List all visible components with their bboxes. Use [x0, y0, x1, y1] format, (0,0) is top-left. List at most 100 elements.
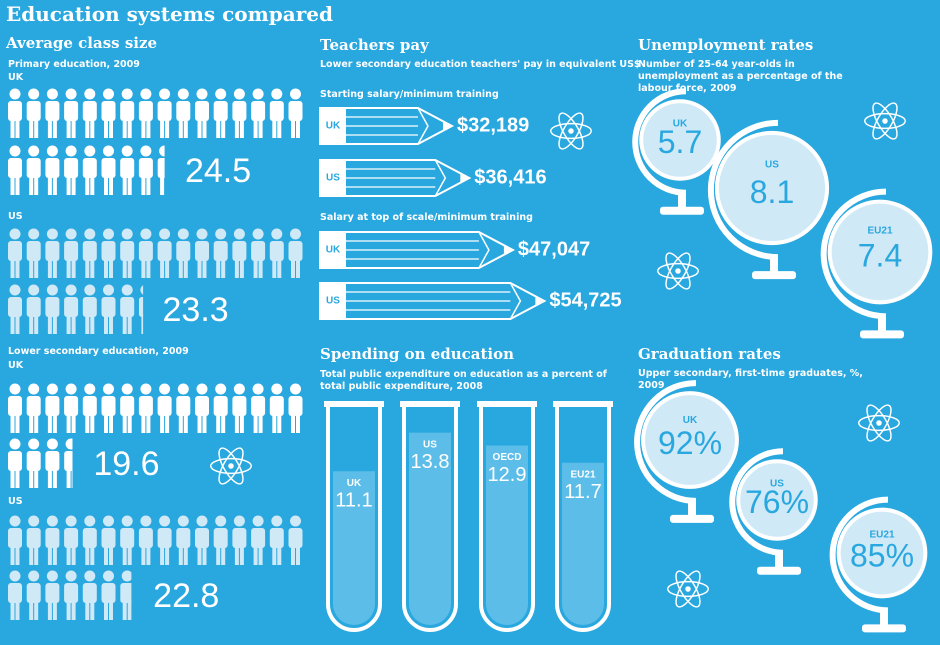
person-icon	[288, 88, 303, 138]
icon-body	[288, 396, 303, 416]
icon-head	[140, 515, 152, 527]
section-title: Spending on education	[320, 345, 515, 363]
icon-head	[196, 515, 208, 527]
icon-leg	[47, 314, 52, 334]
value-label: 24.5	[185, 152, 251, 190]
tube-outline	[402, 405, 458, 632]
icon-leg	[29, 468, 34, 488]
pencil-tip	[434, 159, 447, 197]
globe-stem	[775, 550, 783, 569]
icon-body	[213, 241, 228, 261]
icon-leg	[109, 413, 113, 433]
icon-body	[195, 101, 209, 121]
icon-leg	[127, 413, 132, 433]
tube-fill	[333, 471, 375, 625]
atom-icon	[210, 444, 252, 488]
value-label: 13.8	[411, 451, 450, 473]
value-label: 85%	[850, 538, 914, 574]
person-icon	[64, 145, 79, 195]
icon-leg	[296, 118, 300, 138]
icon-head	[159, 383, 171, 395]
row-label: UK	[326, 245, 341, 256]
item-label: EU21	[869, 529, 894, 540]
icon-leg	[160, 413, 165, 433]
icon-head	[215, 515, 227, 527]
icon-head	[28, 438, 40, 450]
icon-leg	[122, 175, 127, 195]
icon-body	[45, 583, 60, 603]
icon-body	[45, 528, 60, 548]
person-icon	[195, 515, 209, 565]
icon-leg	[141, 118, 146, 138]
person-icon	[82, 383, 97, 433]
person-icon	[8, 438, 22, 488]
icon-leg	[71, 175, 76, 195]
icon-leg	[47, 118, 52, 138]
section-title: Graduation rates	[638, 345, 781, 363]
person-icon	[251, 515, 266, 565]
pencil-lead	[535, 297, 545, 305]
item-label: US	[765, 160, 779, 171]
icon-body	[64, 528, 79, 548]
icon-head	[233, 515, 245, 527]
icon-body	[195, 396, 209, 416]
pencil-lead	[503, 246, 513, 254]
icon-head	[46, 383, 58, 395]
icon-leg	[90, 600, 95, 620]
icon-body	[269, 241, 284, 261]
icon-leg	[71, 468, 73, 488]
icon-body	[64, 297, 79, 317]
value-label: $36,416	[474, 166, 546, 188]
icon-body	[251, 396, 266, 416]
icon-body	[45, 451, 60, 471]
pencil-cap	[320, 108, 346, 144]
icon-body	[138, 528, 153, 548]
icon-leg	[104, 314, 108, 334]
person-icon	[26, 383, 41, 433]
icon-body	[157, 396, 172, 416]
icon-body	[26, 241, 41, 261]
icon-leg	[66, 468, 71, 488]
icon-leg	[34, 314, 39, 334]
person-icon	[8, 570, 22, 620]
icon-head	[177, 383, 189, 395]
icon-leg	[122, 545, 127, 565]
icon-leg	[104, 413, 108, 433]
icon-head	[252, 515, 264, 527]
icon-head	[46, 515, 58, 527]
icon-body	[120, 528, 135, 548]
icon-body	[26, 528, 41, 548]
icon-head	[121, 228, 133, 240]
icon-leg	[127, 314, 132, 334]
icon-body	[138, 241, 153, 261]
person-icon	[82, 145, 97, 195]
globe	[641, 391, 739, 489]
person-icon	[195, 383, 209, 433]
item-label: UK	[673, 118, 688, 129]
person-icon	[101, 570, 116, 620]
pencil-lead	[460, 174, 470, 182]
icon-body	[157, 158, 165, 178]
icon-head	[65, 145, 77, 157]
icon-leg	[258, 413, 263, 433]
person-icon	[26, 284, 41, 334]
icon-leg	[291, 118, 295, 138]
person-icon	[26, 228, 41, 278]
icon-head	[28, 383, 40, 395]
icon-leg	[15, 118, 20, 138]
icon-body	[232, 396, 247, 416]
icon-leg	[10, 175, 15, 195]
icon-head	[271, 383, 283, 395]
tube-rim	[324, 401, 384, 407]
icon-body	[64, 158, 79, 178]
person-icon	[120, 570, 132, 620]
globe-arc	[829, 496, 889, 614]
icon-leg	[122, 118, 127, 138]
icon-body	[8, 101, 22, 121]
icon-body	[138, 297, 144, 317]
person-icon	[138, 228, 153, 278]
person-icon	[213, 515, 228, 565]
row-label: UK	[8, 360, 24, 371]
icon-leg	[34, 118, 39, 138]
icon-head	[140, 145, 152, 157]
